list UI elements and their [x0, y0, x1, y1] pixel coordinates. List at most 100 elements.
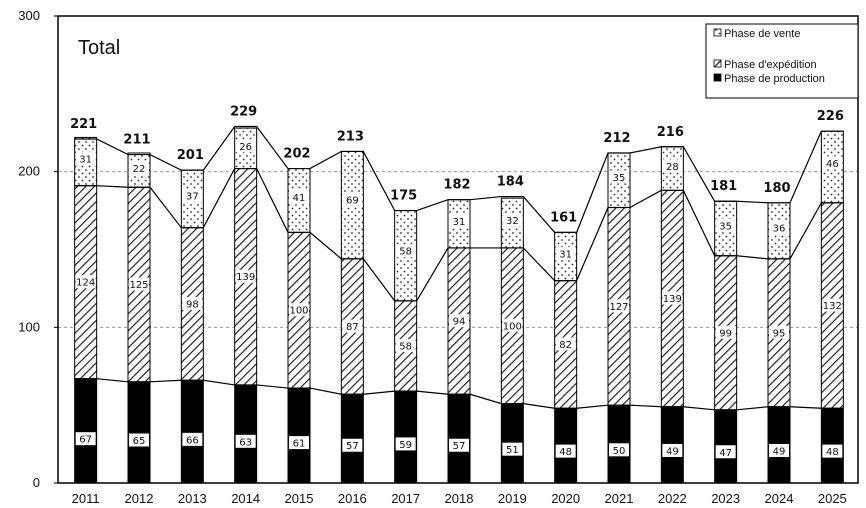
data-label-bg — [769, 221, 789, 235]
data-label: 127 — [609, 302, 628, 313]
data-label: 31 — [453, 217, 466, 228]
data-label: 35 — [719, 221, 732, 232]
data-label: 22 — [133, 164, 146, 175]
x-tick-label: 2019 — [498, 491, 527, 506]
data-label: 58 — [399, 247, 412, 258]
data-label-bg — [75, 152, 96, 166]
data-label: 66 — [186, 435, 199, 446]
data-label-bg — [715, 445, 736, 459]
data-label-bg — [822, 156, 843, 170]
legend-box — [705, 23, 859, 99]
data-label: 31 — [79, 155, 92, 166]
data-label-bg — [662, 443, 683, 457]
data-label-bg — [129, 433, 149, 447]
data-label: 31 — [559, 250, 572, 261]
data-label: 37 — [186, 192, 199, 203]
legend-swatch — [713, 28, 722, 37]
data-label: 48 — [559, 447, 572, 458]
data-label: 63 — [239, 437, 252, 448]
data-label-bg — [822, 298, 843, 312]
data-label-bg — [235, 139, 256, 153]
data-label: 26 — [239, 142, 252, 153]
data-label-bg — [609, 443, 629, 457]
data-label: 95 — [773, 328, 786, 339]
line-expedition-top — [74, 167, 844, 302]
plot-frame — [57, 15, 859, 484]
legend: Phase de vente Phase d'expédition Phase de… — [705, 23, 859, 99]
data-label-bg — [395, 437, 416, 451]
total-label: 226 — [817, 109, 844, 124]
data-label: 139 — [663, 294, 682, 305]
total-label: 181 — [710, 179, 737, 194]
total-label: 213 — [337, 129, 364, 144]
total-label: 184 — [497, 175, 524, 190]
data-label: 50 — [613, 446, 626, 457]
data-label-bg — [502, 213, 523, 227]
x-tick-label: 2020 — [551, 491, 580, 506]
data-label: 69 — [346, 195, 359, 206]
data-label: 49 — [666, 446, 679, 457]
total-label: 212 — [603, 131, 630, 146]
data-label-bg — [235, 434, 256, 448]
data-label-bg — [395, 339, 416, 353]
total-label: 161 — [550, 210, 577, 225]
data-label-bg — [182, 296, 203, 310]
data-label: 87 — [346, 322, 359, 333]
data-label-bg — [715, 325, 736, 339]
data-label: 35 — [613, 173, 626, 184]
data-label: 94 — [453, 317, 466, 328]
data-label-bg — [289, 436, 309, 450]
data-label-bg — [715, 218, 736, 232]
data-label-bg — [822, 444, 843, 458]
x-tick-label: 2023 — [711, 491, 740, 506]
data-label-bg — [129, 161, 149, 175]
data-label-bg — [555, 444, 576, 458]
x-tick-label: 2025 — [818, 491, 847, 506]
data-label-bg — [662, 159, 683, 173]
data-label-bg — [609, 170, 629, 184]
data-label-bg — [235, 269, 256, 283]
data-label: 67 — [79, 435, 92, 446]
total-label: 175 — [390, 189, 417, 204]
data-label: 125 — [129, 280, 148, 291]
data-label: 124 — [76, 278, 95, 289]
total-label: 201 — [177, 148, 204, 163]
x-tick-label: 2016 — [338, 491, 367, 506]
data-label: 98 — [186, 299, 199, 310]
y-tick-label: 0 — [33, 475, 40, 490]
data-label: 99 — [719, 328, 732, 339]
bar-production — [234, 384, 258, 484]
bar-production — [180, 379, 204, 484]
data-label: 46 — [826, 159, 839, 170]
bar-production — [340, 393, 364, 484]
line-total — [74, 125, 844, 233]
data-label: 28 — [666, 162, 679, 173]
bar-production — [74, 378, 98, 484]
data-label-bg — [502, 318, 523, 332]
line-production-top — [74, 378, 844, 411]
x-tick-label: 2017 — [391, 491, 420, 506]
data-label: 49 — [773, 446, 786, 457]
data-label-bg — [342, 192, 363, 206]
y-tick-label: 300 — [18, 8, 40, 23]
total-label: 211 — [123, 133, 150, 148]
data-label: 100 — [503, 321, 522, 332]
y-tick-label: 200 — [18, 164, 40, 179]
data-label-bg — [75, 275, 96, 289]
bar-production — [447, 393, 471, 484]
x-tick-label: 2012 — [125, 491, 154, 506]
data-label-bg — [75, 432, 96, 446]
data-label-bg — [449, 314, 469, 328]
data-label-bg — [182, 189, 203, 203]
x-tick-label: 2018 — [445, 491, 474, 506]
data-label: 65 — [133, 436, 146, 447]
data-label: 47 — [719, 448, 732, 459]
x-tick-label: 2021 — [605, 491, 634, 506]
y-tick-label: 100 — [18, 319, 40, 334]
x-tick-label: 2022 — [658, 491, 687, 506]
data-label-bg — [662, 291, 683, 305]
total-label: 229 — [230, 105, 257, 120]
data-label: 57 — [346, 441, 359, 452]
